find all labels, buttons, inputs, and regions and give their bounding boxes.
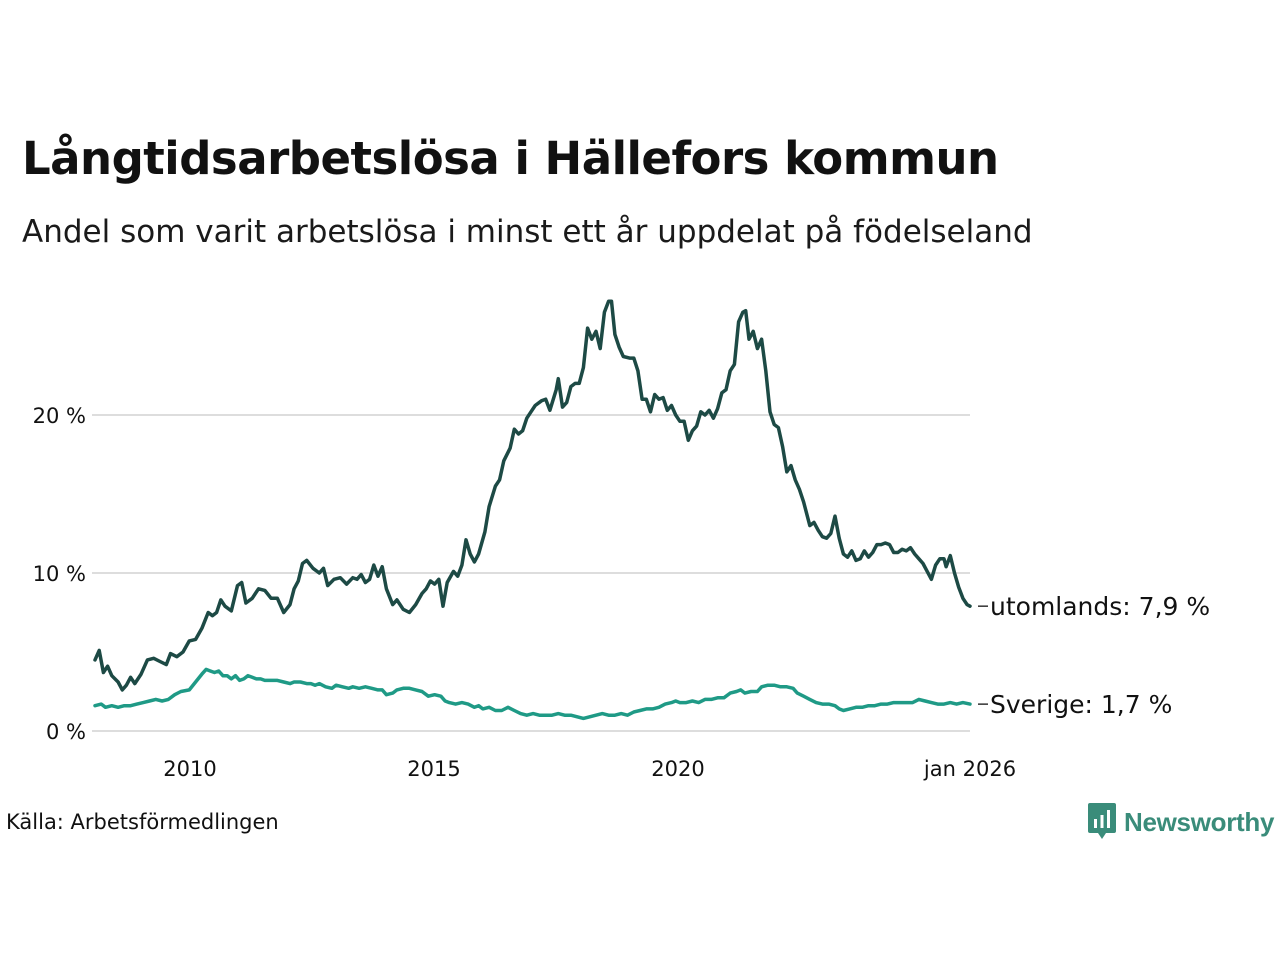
y-axis-ticks: 0 % 10 % 20 % (33, 404, 86, 744)
series-line-sverige (93, 667, 972, 721)
series-lines (93, 299, 972, 721)
y-tick-label: 20 % (33, 404, 86, 428)
x-tick-label: 2020 (651, 757, 704, 781)
x-tick-label: 2015 (407, 757, 460, 781)
line-chart: 0 % 10 % 20 % 2010 2015 2020 jan 2026 utomlan… (33, 299, 1210, 781)
end-label-sverige: Sverige: 1,7 % (990, 690, 1172, 719)
newsworthy-logo[interactable]: Newsworthy (1088, 803, 1274, 841)
y-tick-label: 10 % (33, 562, 86, 586)
chart-subtitle: Andel som varit arbetslösa i minst ett å… (22, 214, 1033, 250)
grid-lines (92, 414, 970, 732)
x-tick-label: 2010 (163, 757, 216, 781)
series-end-labels: utomlands: 7,9 % Sverige: 1,7 % (978, 592, 1210, 719)
x-axis-ticks: 2010 2015 2020 jan 2026 (163, 757, 1016, 781)
source-note: Källa: Arbetsförmedlingen (6, 810, 279, 834)
x-tick-label: jan 2026 (923, 757, 1016, 781)
end-label-utomlands: utomlands: 7,9 % (990, 592, 1210, 621)
newsworthy-logo-icon (1088, 803, 1116, 839)
y-tick-label: 0 % (46, 720, 86, 744)
newsworthy-logo-text: Newsworthy (1124, 806, 1275, 837)
series-line-utomlands (93, 299, 972, 692)
chart-title: Långtidsarbetslösa i Hällefors kommun (22, 132, 999, 185)
